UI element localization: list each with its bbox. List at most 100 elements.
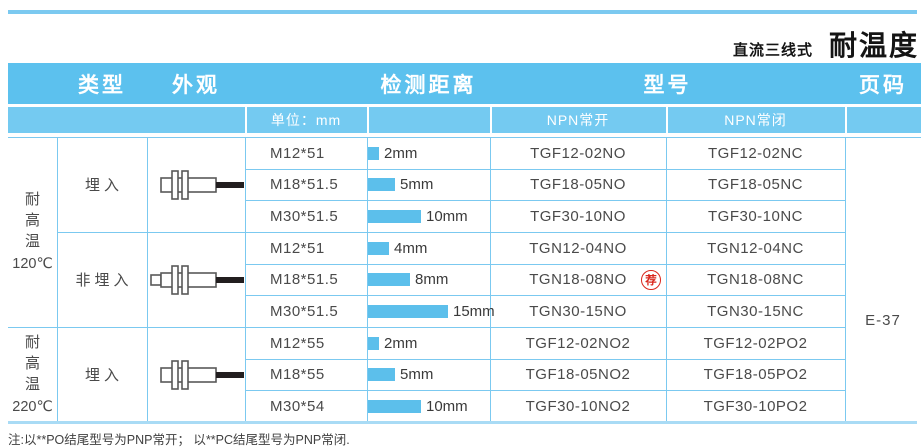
temp-char: 高: [24, 212, 40, 229]
temp-group-120: 耐 高 温 120℃: [8, 137, 57, 327]
distance-label: 8mm: [415, 271, 449, 288]
distance-cell: 5mm: [367, 359, 490, 390]
subheader-separator: [245, 107, 247, 133]
distance-cell: 2mm: [367, 137, 490, 169]
table-bottom-line: [8, 421, 917, 424]
unshielded-sensor-illustration: [150, 264, 244, 295]
model-npn-nc-cell: TGF12-02NC: [707, 144, 804, 162]
distance-bar: [368, 146, 379, 160]
distance-cell: 10mm: [367, 200, 490, 232]
distance-bar: [368, 399, 421, 413]
table-header-bar: [8, 63, 921, 104]
distance-bar: [368, 209, 421, 223]
column-header-appearance: 外观: [172, 73, 220, 97]
model-npn-no-cell: TGN18-08NO 荐: [490, 264, 666, 295]
model-npn-no-cell: TGF18-05NO: [530, 176, 626, 193]
distance-bar: [368, 368, 395, 381]
size-cell: M12*55: [270, 334, 325, 352]
subheader-npn-nc: NPN常闭: [724, 112, 787, 128]
appearance-cell: [147, 137, 245, 232]
distance-label: 2mm: [384, 144, 418, 162]
model-npn-nc-cell: TGN30-15NC: [707, 302, 804, 320]
subheader-unit: 单位：mm: [270, 112, 342, 128]
distance-bar: [368, 304, 448, 318]
temp-char: 耐: [24, 333, 40, 351]
distance-label: 2mm: [384, 334, 418, 352]
size-cell: M30*51.5: [270, 207, 339, 225]
subheader-separator: [490, 107, 492, 133]
grid-line: [245, 295, 845, 296]
distance-label: 5mm: [400, 366, 434, 383]
temp-char: 温: [24, 375, 40, 393]
temp-char: 温: [24, 233, 40, 250]
appearance-cell: [147, 232, 245, 327]
distance-label: 5mm: [400, 176, 434, 193]
grid-line: [147, 137, 148, 422]
distance-cell: 4mm: [367, 232, 490, 264]
model-npn-no-cell: TGN30-15NO: [529, 302, 627, 320]
table-subheader-bar: [8, 107, 921, 133]
wiring-type-label: 直流三线式: [732, 42, 813, 59]
grid-line: [367, 137, 368, 422]
page-title: 耐温度: [828, 30, 919, 61]
grid-line: [57, 137, 58, 422]
model-npn-no-cell: TGF18-05NO2: [525, 366, 631, 383]
distance-bar: [368, 336, 379, 350]
grid-line: [245, 390, 845, 391]
grid-line: [490, 137, 491, 422]
page-code: E-37: [865, 312, 901, 329]
grid-line: [245, 359, 845, 360]
grid-line: [245, 200, 845, 201]
footnote: 注:以**PO结尾型号为PNP常开； 以**PC结尾型号为PNP常闭.: [8, 433, 350, 447]
temp-group-220: 耐 高 温 220℃: [8, 327, 57, 422]
size-cell: M18*55: [270, 366, 325, 383]
recommended-badge-label: 荐: [645, 274, 657, 287]
model-npn-nc-cell: TGF18-05PO2: [703, 366, 808, 383]
model-npn-nc-cell: TGF30-10NC: [707, 207, 804, 225]
size-cell: M12*51: [270, 144, 325, 162]
size-cell: M30*51.5: [270, 302, 339, 320]
type-cell-flush: 埋入: [84, 177, 123, 194]
column-header-model: 型号: [643, 73, 692, 97]
grid-line: [666, 137, 667, 422]
temp-char: 耐: [24, 191, 40, 208]
grid-line: [8, 327, 845, 328]
column-header-type: 类型: [78, 73, 126, 97]
model-npn-nc-cell: TGF18-05NC: [707, 176, 804, 193]
temp-value: 220℃: [12, 398, 53, 415]
distance-bar: [368, 273, 410, 286]
column-header-page: 页码: [859, 73, 907, 97]
model-npn-no-cell: TGF12-02NO: [530, 144, 626, 162]
size-cell: M18*51.5: [270, 271, 339, 288]
model-npn-no-cell: TGF30-10NO: [530, 207, 626, 225]
subheader-npn-no: NPN常开: [546, 112, 610, 128]
temp-char: 高: [24, 354, 40, 372]
size-cell: M18*51.5: [270, 176, 339, 193]
model-npn-nc-cell: TGN18-08NC: [707, 271, 804, 288]
subheader-separator: [666, 107, 668, 133]
column-header-distance: 检测距离: [380, 73, 477, 97]
distance-cell: 2mm: [367, 327, 490, 359]
shielded-sensor-illustration: [160, 359, 244, 390]
model-npn-nc-cell: TGF12-02PO2: [703, 334, 808, 352]
size-cell: M30*54: [270, 397, 325, 415]
model-npn-no-cell: TGF12-02NO2: [525, 334, 631, 352]
grid-line: [245, 264, 845, 265]
shielded-sensor-illustration: [160, 169, 244, 200]
grid-line: [8, 137, 921, 138]
page-title-bar: 直流三线式 耐温度: [733, 24, 919, 64]
distance-label: 10mm: [426, 397, 468, 415]
model-npn-nc-cell: TGF30-10PO2: [703, 397, 808, 415]
page-code-cell: E-37: [845, 137, 921, 422]
type-cell-nonflush: 非埋入: [75, 272, 133, 289]
grid-line: [245, 169, 845, 170]
distance-bar: [368, 178, 395, 191]
distance-label: 4mm: [394, 239, 428, 257]
model-npn-no-cell: TGF30-10NO2: [525, 397, 631, 415]
appearance-cell: [147, 327, 245, 422]
distance-cell: 15mm: [367, 295, 495, 327]
grid-line: [245, 137, 246, 422]
distance-cell: 10mm: [367, 390, 490, 422]
grid-line: [845, 137, 846, 422]
